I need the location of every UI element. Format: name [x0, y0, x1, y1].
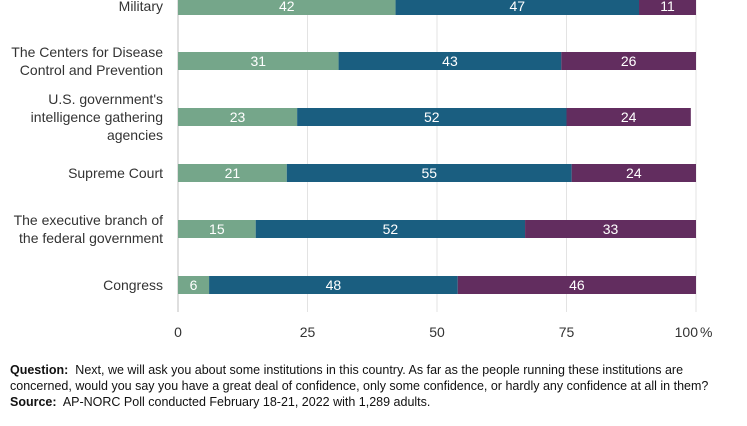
bar-segment-row5-series0: [178, 276, 210, 294]
data-label-row3-series2: 24: [626, 165, 642, 181]
category-label-row4-line0: The executive branch of: [14, 212, 164, 228]
category-labels: Military The Centers for Disease Control a…: [11, 0, 163, 293]
bar-segment-row2-series2: [566, 108, 691, 126]
data-label-row1-series2: 26: [621, 53, 637, 69]
x-tick-label-50: 50: [429, 324, 445, 340]
x-unit-label: %: [700, 324, 712, 340]
category-label-row4-line1: the federal government: [19, 230, 163, 246]
category-label-row2-line2: agencies: [107, 127, 163, 143]
data-label-row4-series1: 52: [383, 221, 399, 237]
bar-segment-row1-series2: [561, 52, 696, 70]
bar-segment-row1-series1: [338, 52, 562, 70]
data-label-row2-series0: 23: [230, 109, 246, 125]
bar-segment-row3-series1: [286, 164, 572, 182]
bar-segment-row0-series2: [639, 0, 696, 15]
bar-segment-row4-series1: [255, 220, 526, 238]
bars: 42 47 11 31 43 26 23 52 24 21 55 24 15 52 33 6 48 46: [178, 0, 696, 294]
x-tick-label-100: 100: [675, 324, 699, 340]
data-label-row1-series1: 43: [442, 53, 458, 69]
stacked-bar-chart: 42 47 11 31 43 26 23 52 24 21 55 24 15 52 33 6 48 46 Mili…: [11, 0, 712, 340]
gridlines: [177, 0, 697, 312]
source-note: Source: AP-NORC Poll conducted February …: [10, 394, 740, 410]
bar-segment-row2-series1: [297, 108, 567, 126]
source-label: Source:: [10, 395, 57, 409]
category-label-row1-line0: The Centers for Disease: [11, 44, 163, 60]
bar-segment-row0-series0: [178, 0, 396, 15]
source-text: AP-NORC Poll conducted February 18-21, 2…: [62, 395, 431, 409]
bar-segment-row2-series0: [178, 108, 298, 126]
data-label-row4-series0: 15: [209, 221, 225, 237]
bar-segment-row4-series2: [525, 220, 696, 238]
question-text: Next, we will ask you about some institu…: [10, 363, 709, 393]
bar-segment-row1-series0: [178, 52, 339, 70]
question-note: Question: Next, we will ask you about so…: [10, 362, 740, 394]
data-label-row0-series1: 47: [510, 0, 526, 14]
category-label-row5-line0: Congress: [103, 277, 163, 293]
category-label-row2-line0: U.S. government's: [48, 91, 163, 107]
category-label-row3-line0: Supreme Court: [68, 165, 163, 181]
data-label-row4-series2: 33: [603, 221, 619, 237]
category-label-row2-line1: intelligence gathering: [31, 109, 163, 125]
bar-segment-row0-series1: [395, 0, 640, 15]
x-tick-label-0: 0: [174, 324, 182, 340]
footnote: Question: Next, we will ask you about so…: [10, 362, 740, 410]
data-label-row5-series2: 46: [569, 277, 585, 293]
data-label-row1-series0: 31: [251, 53, 267, 69]
bar-segment-row5-series1: [209, 276, 458, 294]
data-label-row0-series2: 11: [660, 0, 675, 14]
data-label-row3-series1: 55: [421, 165, 437, 181]
category-label-row1-line1: Control and Prevention: [20, 62, 163, 78]
question-label: Question:: [10, 363, 69, 377]
data-label-row0-series0: 42: [279, 0, 295, 14]
x-tick-label-25: 25: [300, 324, 316, 340]
data-label-row2-series2: 24: [621, 109, 637, 125]
bar-segment-row4-series0: [178, 220, 256, 238]
bar-segment-row3-series0: [178, 164, 287, 182]
bar-segment-row3-series2: [571, 164, 696, 182]
x-tick-label-75: 75: [559, 324, 575, 340]
x-axis-ticks: 0 25 50 75 100%: [174, 324, 712, 340]
data-label-row3-series0: 21: [225, 165, 241, 181]
bar-segment-row5-series2: [457, 276, 696, 294]
data-label-row5-series1: 48: [326, 277, 342, 293]
category-label-row0-line0: Military: [119, 0, 163, 14]
data-label-row5-series0: 6: [190, 277, 198, 293]
data-label-row2-series1: 52: [424, 109, 440, 125]
